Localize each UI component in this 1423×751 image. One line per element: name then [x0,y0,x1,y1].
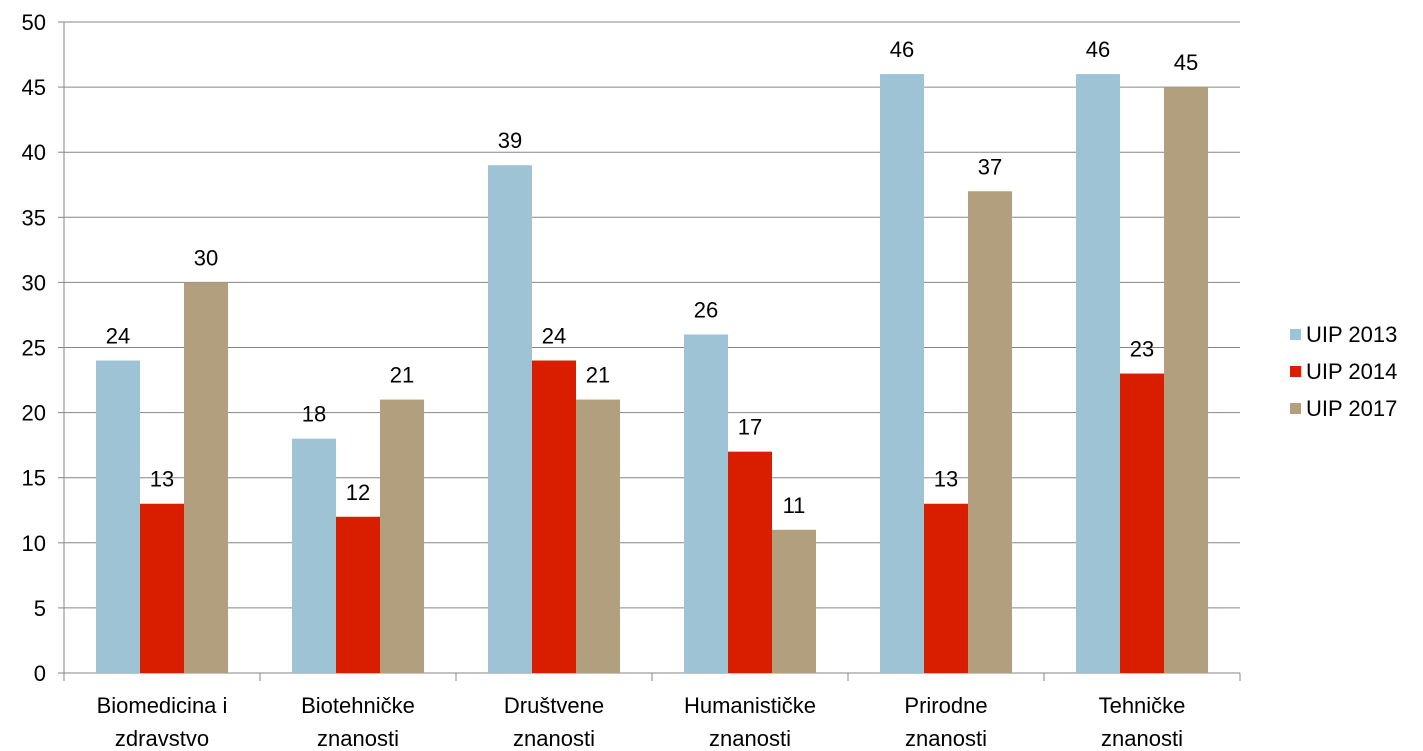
legend-label: UIP 2014 [1306,358,1398,384]
bar [96,360,140,673]
legend-swatch [1290,366,1301,377]
data-label: 11 [783,493,806,518]
y-tick-label: 15 [22,466,46,491]
data-label: 30 [194,245,218,270]
data-label: 46 [890,37,914,62]
x-tick-label: zdravstvo [115,726,209,751]
y-tick-label: 10 [22,531,46,556]
data-label: 46 [1086,37,1110,62]
bar [140,503,184,673]
bar [728,451,772,673]
data-label: 21 [586,363,610,388]
x-tick-label: znanosti [1101,726,1183,751]
bar [880,74,924,673]
bar [336,516,380,673]
bar [488,165,532,673]
y-tick-label: 25 [22,336,46,361]
bar [532,360,576,673]
x-tick-label: znanosti [905,726,987,751]
data-label: 26 [694,297,718,322]
legend-swatch [1290,403,1301,414]
y-tick-label: 5 [34,596,46,621]
y-tick-label: 30 [22,270,46,295]
bar [968,191,1012,673]
data-label: 24 [542,324,566,349]
data-label: 17 [738,415,762,440]
legend-item: UIP 2017 [1290,390,1397,427]
x-tick-label: Društvene [504,693,604,718]
legend-swatch [1290,329,1301,340]
bars [96,74,1208,674]
legend-item: UIP 2013 [1290,316,1397,353]
x-tick-label: Tehničke [1099,693,1186,718]
data-label: 12 [346,480,370,505]
data-label: 24 [106,324,130,349]
x-tick-label: Biotehničke [301,693,415,718]
x-tick-label: Biomedicina i [97,693,228,718]
bar [684,334,728,673]
y-tick-label: 35 [22,205,46,230]
bar [1164,87,1208,674]
y-tick-label: 0 [34,661,46,686]
x-axis: Biomedicina i zdravstvo Biotehničke znanost… [63,672,1241,751]
y-tick-label: 20 [22,401,46,426]
bar [184,282,228,673]
x-tick-label: Humanističke [684,693,816,718]
data-label: 23 [1130,337,1154,362]
x-tick-label: znanosti [513,726,595,751]
x-tick-label: Prirodne [904,693,987,718]
x-tick-label: znanosti [317,726,399,751]
gridlines [64,21,1240,609]
bar [576,399,620,673]
data-label: 45 [1174,50,1198,75]
data-label: 13 [934,467,958,492]
y-tick-label: 40 [22,140,46,165]
legend-label: UIP 2013 [1306,321,1398,347]
data-label: 21 [390,363,414,388]
y-tick-label: 45 [22,75,46,100]
bar [380,399,424,673]
legend-item: UIP 2014 [1290,353,1397,390]
y-tick-label: 50 [22,10,46,35]
x-tick-label: znanosti [709,726,791,751]
legend: UIP 2013 UIP 2014 UIP 2017 [1290,316,1397,427]
y-axis: 0 5 10 15 20 25 30 35 40 45 50 [22,10,65,686]
data-label: 39 [498,128,522,153]
bar [292,438,336,673]
bar [772,529,816,673]
data-labels: 24 18 39 26 46 46 13 12 24 17 13 23 30 21 21 11 37 45 [106,37,1198,518]
legend-label: UIP 2017 [1306,395,1398,421]
data-label: 37 [978,154,1002,179]
bar [1120,373,1164,673]
data-label: 18 [302,402,326,427]
data-label: 13 [150,467,174,492]
bar [924,503,968,673]
bar [1076,74,1120,673]
